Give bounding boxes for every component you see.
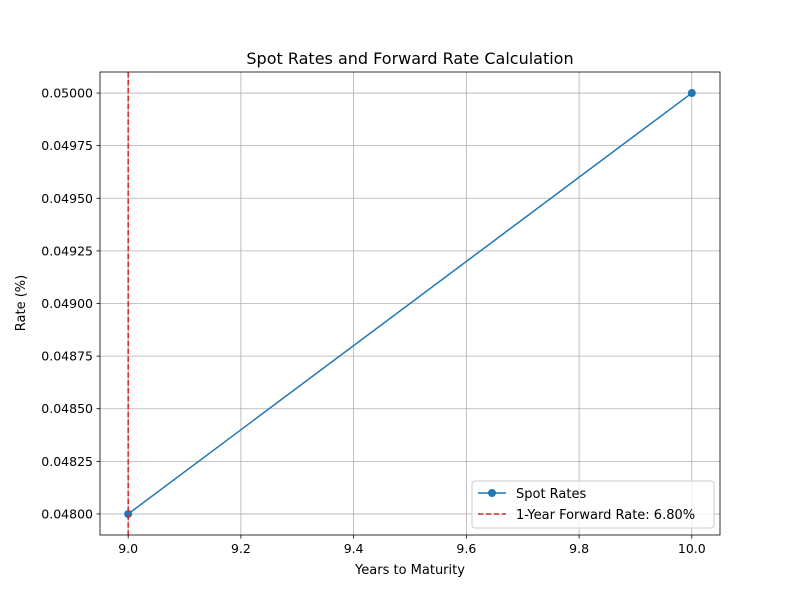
y-tick-label: 0.04950 — [41, 191, 93, 206]
axes-frame — [99, 71, 721, 536]
x-tick-label: 9.8 — [569, 541, 589, 556]
x-tick-label: 9.2 — [231, 541, 251, 556]
chart-title: Spot Rates and Forward Rate Calculation — [246, 49, 573, 68]
series-line-spot-rates — [127, 92, 693, 515]
y-tick-label: 0.04975 — [41, 138, 93, 153]
legend-marker-spot-rates — [488, 489, 496, 497]
x-tick-label: 9.4 — [344, 541, 364, 556]
y-tick-label: 0.04925 — [41, 243, 93, 258]
legend-label-forward-rate: 1-Year Forward Rate: 6.80% — [516, 508, 695, 523]
y-tick-label: 0.04825 — [41, 454, 93, 469]
legend: Spot Rates 1-Year Forward Rate: 6.80% — [471, 480, 715, 529]
y-tick-label: 0.04850 — [41, 401, 93, 416]
x-axis-label: Years to Maturity — [354, 563, 465, 578]
y-tick-label: 0.04800 — [41, 506, 93, 521]
x-tick-label: 10.0 — [678, 541, 706, 556]
y-axis-label: Rate (%) — [14, 275, 29, 331]
x-tick-label: 9.6 — [456, 541, 476, 556]
legend-label-spot-rates: Spot Rates — [516, 487, 586, 502]
legend-box — [471, 480, 715, 529]
data-point — [124, 509, 133, 518]
y-tick-label: 0.04900 — [41, 296, 93, 311]
plot-area — [124, 72, 696, 535]
data-point — [687, 89, 696, 98]
x-tick-label: 9.0 — [118, 541, 138, 556]
y-tick-label: 0.04875 — [41, 349, 93, 364]
axes: 9.0 9.2 9.4 9.6 9.8 10.0 0.04800 0.04825 0.04850… — [41, 71, 721, 556]
y-tick-label: 0.05000 — [41, 86, 93, 101]
